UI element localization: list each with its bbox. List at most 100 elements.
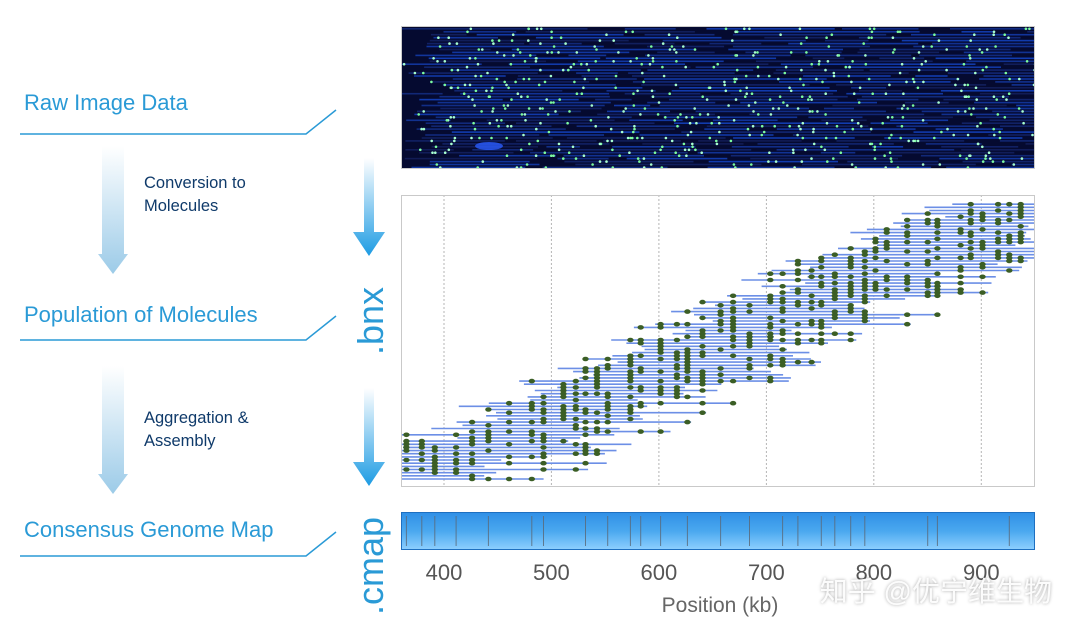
label-site bbox=[779, 328, 786, 333]
raw-label-spot bbox=[549, 101, 553, 104]
raw-label-spot bbox=[777, 77, 780, 81]
label-site bbox=[431, 464, 438, 469]
label-site bbox=[794, 303, 802, 308]
raw-label-spot bbox=[804, 148, 807, 152]
raw-molecule-streak bbox=[429, 60, 546, 63]
label-site bbox=[582, 419, 589, 425]
raw-molecule-streak bbox=[607, 110, 670, 113]
raw-label-spot bbox=[535, 27, 539, 31]
label-site bbox=[418, 467, 425, 472]
raw-label-spot bbox=[661, 145, 664, 149]
raw-label-spot bbox=[452, 116, 456, 119]
label-site bbox=[604, 400, 611, 406]
raw-label-spot bbox=[473, 127, 477, 131]
raw-label-spot bbox=[477, 48, 481, 51]
raw-label-spot bbox=[850, 163, 854, 166]
label-site bbox=[967, 239, 974, 245]
raw-label-spot bbox=[825, 121, 829, 125]
raw-label-spot bbox=[510, 98, 513, 101]
raw-label-spot bbox=[547, 130, 551, 134]
raw-label-spot bbox=[965, 157, 968, 160]
raw-label-spot bbox=[905, 80, 908, 84]
raw-molecule-streak bbox=[511, 98, 579, 101]
label-site bbox=[818, 303, 825, 308]
label-site bbox=[904, 287, 911, 292]
raw-label-spot bbox=[723, 83, 726, 87]
raw-label-spot bbox=[486, 71, 489, 75]
raw-molecule-streak bbox=[961, 122, 1035, 124]
label-site bbox=[637, 337, 644, 343]
label-site bbox=[540, 407, 547, 412]
raw-label-spot bbox=[465, 65, 469, 69]
label-site bbox=[403, 467, 410, 472]
raw-label-spot bbox=[571, 145, 575, 149]
label-site bbox=[540, 416, 547, 422]
raw-label-spot bbox=[639, 113, 642, 116]
label-site bbox=[673, 321, 681, 327]
raw-molecule-streak bbox=[425, 134, 540, 136]
label-site bbox=[604, 394, 611, 400]
label-site bbox=[452, 457, 460, 463]
raw-label-spot bbox=[582, 86, 585, 90]
raw-label-spot bbox=[612, 39, 615, 42]
raw-label-spot bbox=[800, 160, 804, 163]
raw-label-spot bbox=[852, 92, 856, 95]
raw-molecule-streak bbox=[780, 63, 976, 65]
label-site bbox=[904, 233, 911, 239]
raw-label-spot bbox=[456, 86, 460, 90]
raw-label-spot bbox=[514, 80, 517, 84]
label-site bbox=[505, 460, 513, 466]
x-axis-label: Position (kb) bbox=[661, 594, 779, 617]
raw-molecule-streak bbox=[1000, 125, 1035, 127]
label-site bbox=[572, 391, 579, 396]
label-site bbox=[904, 321, 911, 327]
raw-label-spot bbox=[598, 160, 602, 163]
raw-label-spot bbox=[534, 60, 538, 63]
label-site bbox=[637, 353, 644, 359]
raw-label-spot bbox=[668, 92, 671, 95]
raw-label-spot bbox=[686, 133, 690, 137]
raw-molecule-streak bbox=[947, 72, 1035, 74]
raw-label-spot bbox=[481, 48, 484, 51]
raw-label-spot bbox=[800, 68, 803, 72]
raw-label-spot bbox=[873, 148, 876, 152]
label-site bbox=[560, 416, 567, 422]
raw-molecule-streak bbox=[896, 125, 978, 127]
label-site bbox=[699, 299, 706, 305]
raw-molecule-streak bbox=[966, 60, 1035, 63]
raw-molecule-streak bbox=[428, 57, 601, 60]
raw-label-spot bbox=[527, 107, 531, 110]
raw-label-spot bbox=[437, 36, 440, 39]
label-site bbox=[979, 239, 986, 245]
label-site bbox=[979, 274, 986, 280]
label-site bbox=[582, 391, 589, 396]
raw-label-spot bbox=[998, 136, 1002, 140]
raw-label-spot bbox=[891, 51, 895, 54]
raw-molecule-streak bbox=[431, 125, 552, 127]
label-site bbox=[831, 309, 838, 314]
raw-label-spot bbox=[933, 136, 936, 140]
raw-label-spot bbox=[732, 163, 736, 166]
raw-label-spot bbox=[890, 133, 893, 137]
raw-molecule-streak bbox=[803, 75, 891, 77]
underline-raw-image-data bbox=[20, 109, 337, 135]
label-site bbox=[582, 442, 589, 447]
label-site bbox=[861, 287, 868, 292]
label-site bbox=[934, 246, 941, 251]
label-site bbox=[746, 331, 753, 336]
raw-label-spot bbox=[500, 119, 503, 122]
label-site bbox=[593, 369, 601, 374]
label-site bbox=[540, 454, 547, 460]
label-site bbox=[957, 274, 964, 280]
raw-label-spot bbox=[567, 68, 570, 72]
raw-label-spot bbox=[448, 42, 451, 45]
raw-molecule-streak bbox=[836, 140, 965, 142]
raw-label-spot bbox=[967, 95, 970, 98]
raw-label-spot bbox=[718, 121, 721, 125]
label-site bbox=[582, 426, 589, 431]
label-site bbox=[717, 303, 724, 308]
raw-label-spot bbox=[996, 113, 1000, 116]
raw-molecule-streak bbox=[884, 137, 1023, 139]
raw-label-spot bbox=[987, 151, 991, 154]
raw-label-spot bbox=[752, 54, 755, 57]
